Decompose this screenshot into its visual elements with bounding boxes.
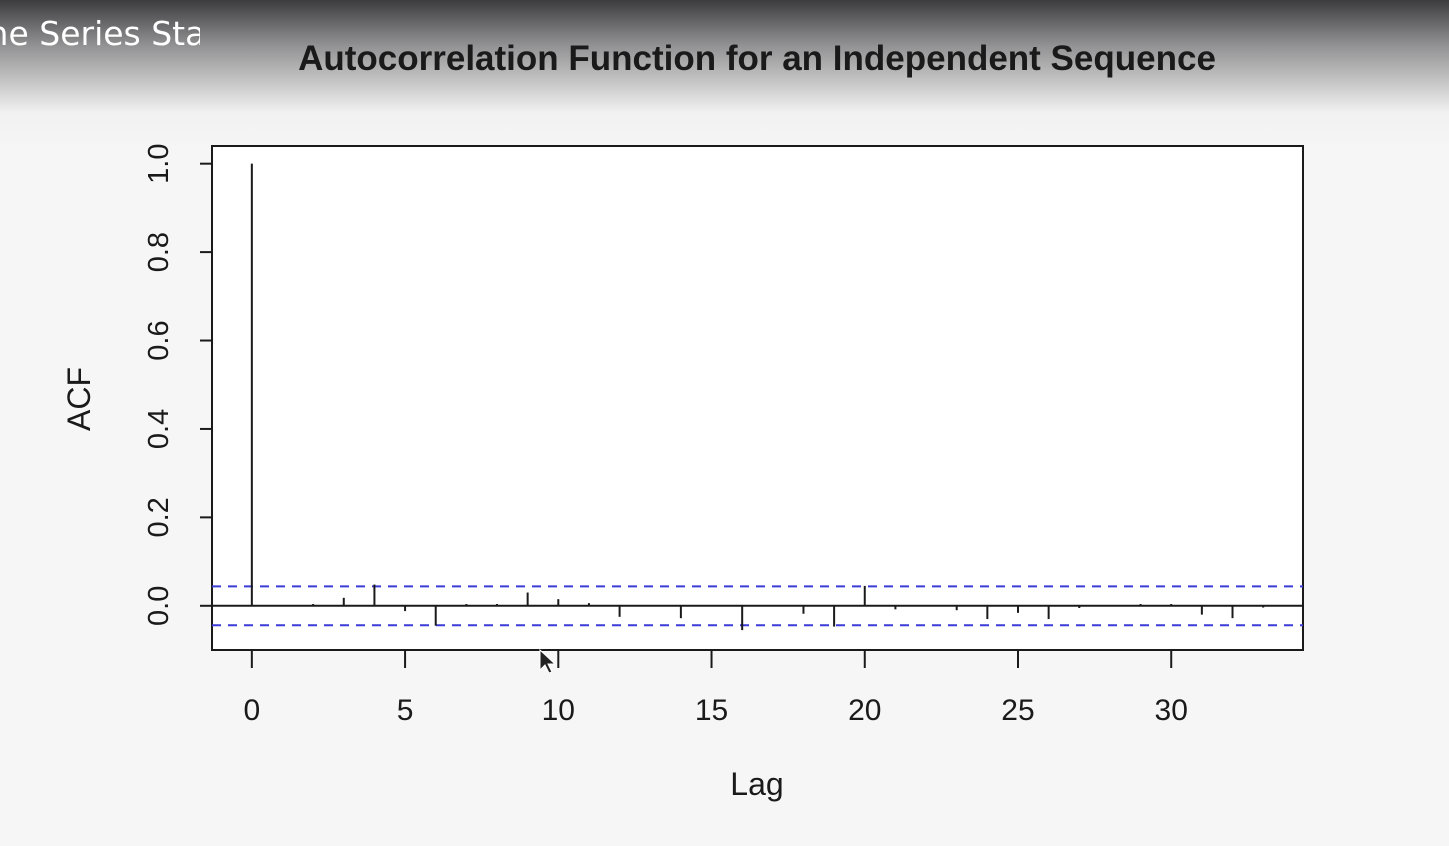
x-axis: 0 5 10 15 20 25 30 — [243, 649, 1188, 727]
acf-bars — [250, 163, 1265, 631]
x-tick-label: 25 — [1001, 694, 1034, 727]
x-tick-label: 5 — [397, 694, 414, 727]
y-tick-label: 1.0 — [143, 144, 175, 184]
x-axis-label: Lag — [730, 766, 783, 802]
x-tick-label: 10 — [542, 694, 575, 727]
x-tick-label: 0 — [243, 694, 260, 727]
y-tick-label: 0.4 — [143, 409, 175, 449]
video-overlay-title: Time Series Statistics — [0, 14, 200, 53]
plot-frame — [211, 145, 1304, 651]
x-tick-label: 30 — [1155, 694, 1188, 727]
y-axis: 0.0 0.2 0.4 0.6 0.8 1.0 — [143, 144, 213, 626]
y-tick-label: 0.0 — [143, 586, 175, 626]
mouse-pointer-icon — [539, 648, 557, 674]
y-tick-label: 0.2 — [143, 497, 175, 537]
chart-title: Autocorrelation Function for an Independ… — [298, 39, 1216, 78]
x-tick-label: 15 — [695, 694, 728, 727]
y-axis-label: ACF — [61, 367, 97, 431]
y-tick-label: 0.8 — [143, 232, 175, 272]
x-tick-label: 20 — [848, 694, 881, 727]
confidence-bounds — [212, 585, 1303, 627]
y-tick-label: 0.6 — [143, 320, 175, 360]
video-overlay-title-text: Time Series Statistics — [0, 14, 200, 53]
